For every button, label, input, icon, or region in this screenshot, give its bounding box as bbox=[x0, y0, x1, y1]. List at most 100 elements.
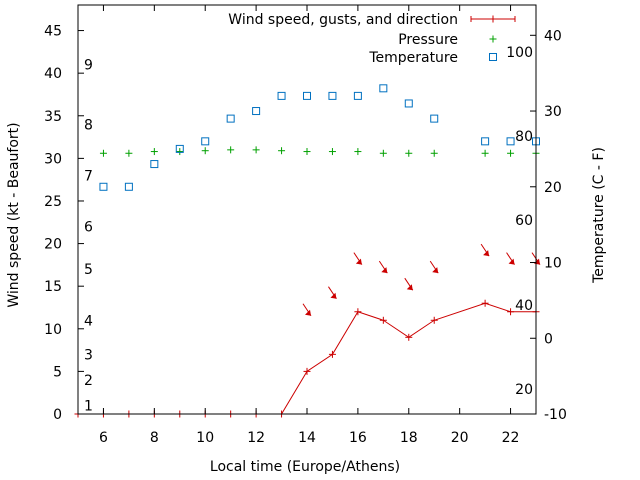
y-tick-label: 0 bbox=[53, 407, 62, 423]
y2-tick-label: 40 bbox=[544, 28, 562, 44]
legend-label: Wind speed, gusts, and direction bbox=[228, 12, 458, 28]
beaufort-label: 9 bbox=[84, 58, 93, 74]
wind-speed-point bbox=[354, 308, 362, 316]
x-tick-label: 22 bbox=[502, 430, 520, 446]
pressure-point bbox=[278, 147, 286, 155]
wind-direction-arrow bbox=[378, 260, 388, 274]
temperature-point bbox=[506, 137, 515, 146]
temperature-point bbox=[481, 137, 490, 146]
wind-direction-arrow bbox=[404, 277, 414, 291]
arrow-head bbox=[406, 284, 413, 291]
pressure-point bbox=[481, 149, 489, 157]
x-tick-label: 16 bbox=[349, 430, 367, 446]
legend-swatch-marker bbox=[489, 53, 497, 61]
y2-tick-label: 20 bbox=[544, 180, 562, 196]
pressure-point bbox=[201, 147, 209, 155]
arrow-head bbox=[381, 267, 388, 274]
y-tick-label: 35 bbox=[44, 109, 62, 125]
temperature-point bbox=[175, 144, 184, 153]
wind-direction-arrow bbox=[429, 260, 439, 274]
pressure-point bbox=[150, 148, 158, 156]
y2-axis-label: Temperature (C - F) bbox=[591, 147, 607, 284]
arrow-head bbox=[508, 258, 515, 265]
temperature-point bbox=[124, 182, 133, 191]
beaufort-label: 8 bbox=[84, 117, 93, 133]
temperature-point bbox=[328, 91, 337, 100]
x-tick-label: 10 bbox=[196, 430, 214, 446]
wind-speed-line bbox=[78, 302, 536, 415]
beaufort-label: 5 bbox=[84, 262, 93, 278]
wind-speed-point bbox=[379, 316, 387, 324]
wind-direction-arrow bbox=[480, 243, 490, 257]
wind-speed-point bbox=[405, 333, 413, 341]
legend-swatch-marker bbox=[489, 15, 497, 23]
pressure-point bbox=[354, 148, 362, 156]
x-tick-label: 18 bbox=[400, 430, 418, 446]
temperature-point bbox=[252, 107, 261, 116]
pressure-point bbox=[507, 149, 515, 157]
y-tick-label: 40 bbox=[44, 66, 62, 82]
fahrenheit-label: 100 bbox=[506, 45, 533, 61]
arrow-head bbox=[432, 267, 439, 274]
wind-speed-point bbox=[481, 299, 489, 307]
fahrenheit-label: 20 bbox=[515, 382, 533, 398]
legend: Wind speed, gusts, and direction Pressure… bbox=[228, 12, 516, 66]
y-tick-label: 25 bbox=[44, 194, 62, 210]
temperature-point bbox=[201, 137, 210, 146]
pressure-point bbox=[227, 146, 235, 154]
fahrenheit-label: 60 bbox=[515, 213, 533, 229]
fahrenheit-label: 80 bbox=[515, 129, 533, 145]
temperature-point bbox=[430, 114, 439, 123]
y-tick-label: 15 bbox=[44, 279, 62, 295]
wind-direction-arrow bbox=[302, 303, 312, 317]
temperature-point bbox=[353, 91, 362, 100]
legend-swatch-marker bbox=[489, 35, 497, 43]
wind-direction-arrow bbox=[506, 252, 515, 265]
y-tick-label: 30 bbox=[44, 151, 62, 167]
pressure-point bbox=[176, 148, 184, 156]
wind-direction-arrow bbox=[353, 252, 363, 265]
x-tick-label: 6 bbox=[99, 430, 108, 446]
y2-tick-label: -10 bbox=[544, 407, 567, 423]
legend-label: Temperature bbox=[368, 50, 458, 66]
pressure-point bbox=[379, 149, 387, 157]
beaufort-label: 2 bbox=[84, 373, 93, 389]
y2-tick-label: 10 bbox=[544, 256, 562, 272]
pressure-point bbox=[252, 146, 260, 154]
temperature-point bbox=[99, 182, 108, 191]
temperature-point bbox=[404, 99, 413, 108]
arrow-head bbox=[305, 309, 311, 316]
x-tick-label: 20 bbox=[451, 430, 469, 446]
temperature-point bbox=[379, 84, 388, 93]
x-tick-label: 8 bbox=[150, 430, 159, 446]
y-tick-label: 5 bbox=[53, 364, 62, 380]
x-tick-label: 14 bbox=[298, 430, 316, 446]
fahrenheit-label: 40 bbox=[515, 298, 533, 314]
y-tick-label: 20 bbox=[44, 237, 62, 253]
temperature-point bbox=[277, 91, 286, 100]
plot-frame bbox=[77, 4, 537, 415]
pressure-point bbox=[125, 149, 133, 157]
pressure-point bbox=[328, 148, 336, 156]
arrow-head bbox=[355, 258, 362, 265]
y2-tick-label: 30 bbox=[544, 104, 562, 120]
beaufort-label: 6 bbox=[84, 220, 93, 236]
y2-tick-label: 0 bbox=[544, 331, 553, 347]
temperature-point bbox=[303, 91, 311, 100]
y-tick-label: 10 bbox=[44, 322, 62, 338]
arrow-head bbox=[483, 250, 490, 257]
beaufort-label: 3 bbox=[84, 347, 93, 363]
pressure-point bbox=[99, 149, 107, 157]
legend-label: Pressure bbox=[398, 32, 458, 48]
arrow-head bbox=[330, 292, 337, 299]
pressure-point bbox=[303, 148, 311, 156]
x-tick-label: 12 bbox=[247, 430, 265, 446]
temperature-point bbox=[226, 114, 235, 123]
pressure-point bbox=[430, 149, 438, 157]
beaufort-label: 4 bbox=[84, 313, 93, 329]
wind-direction-arrow bbox=[328, 286, 337, 299]
wind-speed-point bbox=[430, 316, 438, 324]
pressure-point bbox=[405, 149, 413, 157]
wind-speed-point bbox=[328, 350, 336, 358]
